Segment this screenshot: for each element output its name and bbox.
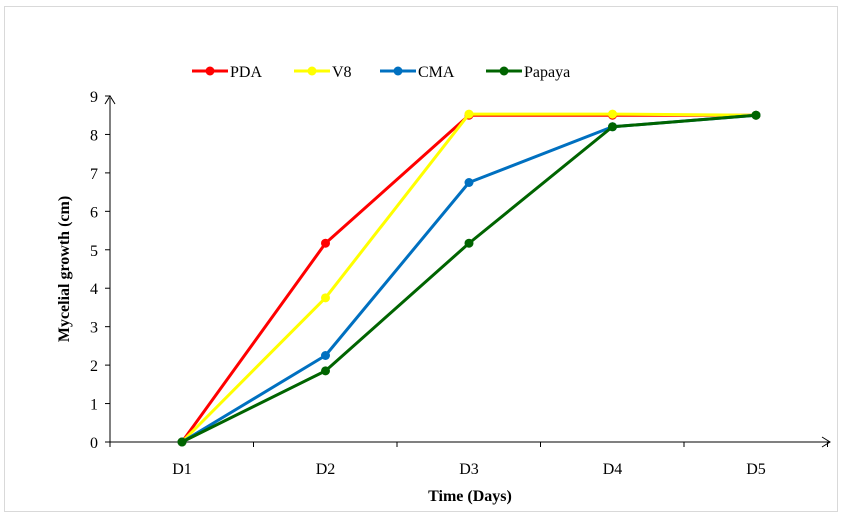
x-tick-label: D4 xyxy=(603,461,623,478)
legend: PDA V8 CMA Papaya xyxy=(192,64,570,81)
y-tick-label: 0 xyxy=(90,435,98,452)
data-point xyxy=(464,178,474,187)
y-tick-label: 1 xyxy=(90,397,98,414)
data-point xyxy=(321,351,330,360)
series-layer xyxy=(177,109,761,447)
y-tick-label: 9 xyxy=(90,89,98,106)
y-tick-label: 6 xyxy=(90,204,98,221)
legend-swatch-marker xyxy=(499,66,509,76)
legend-label: Papaya xyxy=(524,64,570,81)
series-line xyxy=(181,113,757,444)
x-ticks: D1 D2 D3 D4 D5 xyxy=(109,442,828,478)
series-papaya xyxy=(177,110,761,447)
data-point xyxy=(464,109,474,119)
legend-swatch-marker xyxy=(307,66,317,76)
data-point xyxy=(321,238,330,248)
series-v8 xyxy=(177,109,761,447)
y-tick-label: 2 xyxy=(90,358,98,375)
series-line xyxy=(180,112,757,444)
legend-swatch-marker xyxy=(205,66,215,76)
data-point xyxy=(321,366,330,376)
legend-item: PDA xyxy=(192,64,262,81)
legend-item: CMA xyxy=(380,64,455,81)
y-tick-label: 5 xyxy=(90,243,98,260)
legend-label: V8 xyxy=(332,64,352,81)
series-line xyxy=(181,113,757,444)
y-ticks: 0 1 2 3 4 5 6 7 8 9 xyxy=(90,89,110,452)
x-axis-title: Time (Days) xyxy=(428,488,512,505)
data-point xyxy=(321,293,330,303)
legend-label: PDA xyxy=(230,64,262,81)
y-tick-label: 4 xyxy=(90,281,98,298)
x-tick-label: D1 xyxy=(172,461,192,478)
x-tick-label: D2 xyxy=(316,461,336,478)
data-point xyxy=(608,109,617,119)
x-axis-arrow-icon xyxy=(821,436,831,448)
data-point xyxy=(608,122,617,132)
legend-item: V8 xyxy=(294,64,352,81)
series-pda xyxy=(177,110,761,447)
chart-frame xyxy=(4,6,838,512)
y-tick-label: 8 xyxy=(90,127,98,144)
x-tick-label: D5 xyxy=(746,461,766,478)
legend-swatch-marker xyxy=(393,66,403,76)
y-tick-label: 7 xyxy=(90,166,98,183)
legend-label: CMA xyxy=(418,64,455,81)
data-point xyxy=(177,437,187,447)
data-point xyxy=(464,238,474,248)
legend-item: Papaya xyxy=(486,64,570,81)
series-line xyxy=(180,113,756,443)
series-cma xyxy=(177,110,761,447)
y-tick-label: 3 xyxy=(90,320,98,337)
x-tick-label: D3 xyxy=(459,461,479,478)
axes xyxy=(104,95,831,448)
data-point xyxy=(751,110,761,120)
y-axis-title: Mycelial growth (cm) xyxy=(56,196,73,342)
